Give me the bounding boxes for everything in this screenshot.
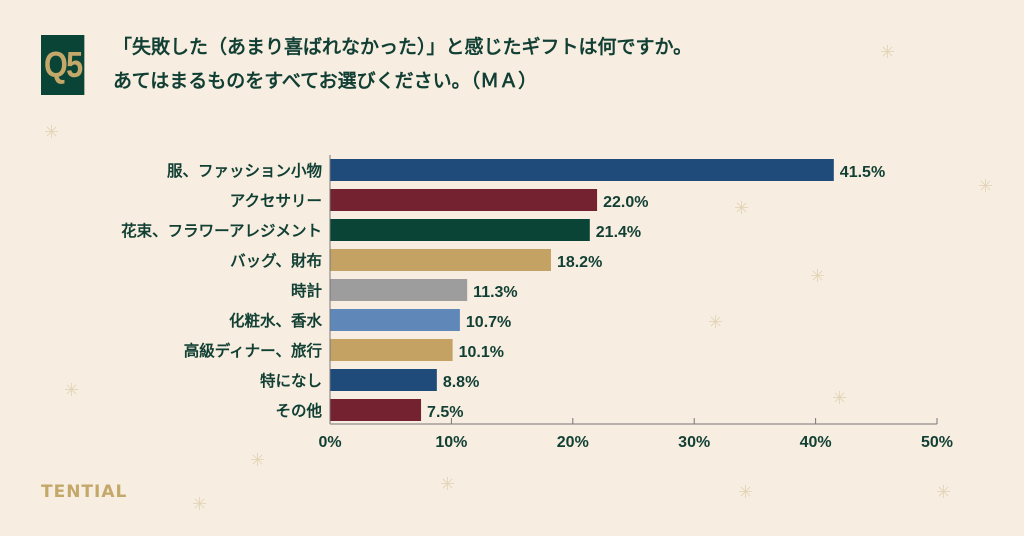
bar — [330, 369, 437, 391]
sparkle-icon: ✳ — [250, 450, 266, 471]
category-label: 時計 — [291, 281, 323, 300]
sparkle-icon: ✳ — [440, 474, 456, 495]
sparkle-icon: ✳ — [708, 312, 724, 333]
bar — [330, 249, 551, 271]
title-line-1: 「失敗した（あまり喜ばれなかった）」と感じたギフトは何ですか。 — [113, 36, 693, 58]
data-label: 21.4% — [596, 224, 641, 241]
bar — [330, 399, 422, 421]
bar — [330, 309, 460, 331]
data-label: 11.3% — [473, 284, 517, 301]
x-tick-label: 20% — [557, 434, 589, 451]
sparkle-icon: ✳ — [44, 122, 60, 143]
bar — [330, 189, 598, 211]
data-label: 7.5% — [427, 404, 463, 421]
x-tick-label: 30% — [678, 434, 710, 451]
category-label: バッグ、財布 — [230, 251, 322, 270]
bar — [330, 219, 590, 241]
category-label: 高級ディナー、旅行 — [184, 341, 323, 360]
data-label: 41.5% — [840, 164, 885, 181]
category-label: 化粧水、香水 — [229, 311, 323, 330]
category-label: アクセサリー — [230, 192, 322, 210]
sparkle-icon: ✳ — [810, 266, 826, 287]
category-label: 花束、フラワーアレジメント — [121, 221, 322, 240]
question-badge: Q5 — [41, 35, 85, 95]
category-label: 特になし — [260, 371, 322, 390]
category-label: 服、ファッション小物 — [167, 161, 323, 180]
sparkle-icon: ✳ — [734, 198, 750, 219]
x-tick-label: 50% — [921, 434, 953, 451]
question-title: 「失敗した（あまり喜ばれなかった）」と感じたギフトは何ですか。 あてはまるものを… — [113, 30, 692, 98]
sparkle-icon: ✳ — [832, 388, 848, 409]
data-label: 10.1% — [459, 344, 504, 361]
title-line-2: あてはまるものをすべてお選びください。（ＭＡ） — [113, 70, 538, 92]
bar — [330, 159, 834, 181]
data-label: 8.8% — [443, 374, 479, 391]
bar — [330, 339, 453, 361]
sparkle-icon: ✳ — [978, 176, 994, 197]
category-label: その他 — [275, 401, 322, 420]
data-label: 18.2% — [557, 254, 602, 271]
bar — [330, 279, 468, 301]
sparkle-icon: ✳ — [738, 482, 754, 503]
x-tick-label: 0% — [318, 434, 341, 451]
data-label: 22.0% — [603, 194, 648, 211]
x-tick-label: 10% — [435, 434, 467, 451]
brand-logo: TENTIAL — [41, 482, 128, 502]
sparkle-icon: ✳ — [192, 494, 208, 515]
sparkle-icon: ✳ — [880, 42, 896, 63]
data-label: 10.7% — [466, 314, 511, 331]
sparkle-icon: ✳ — [64, 380, 80, 401]
x-tick-label: 40% — [800, 434, 832, 451]
sparkle-icon: ✳ — [936, 482, 952, 503]
